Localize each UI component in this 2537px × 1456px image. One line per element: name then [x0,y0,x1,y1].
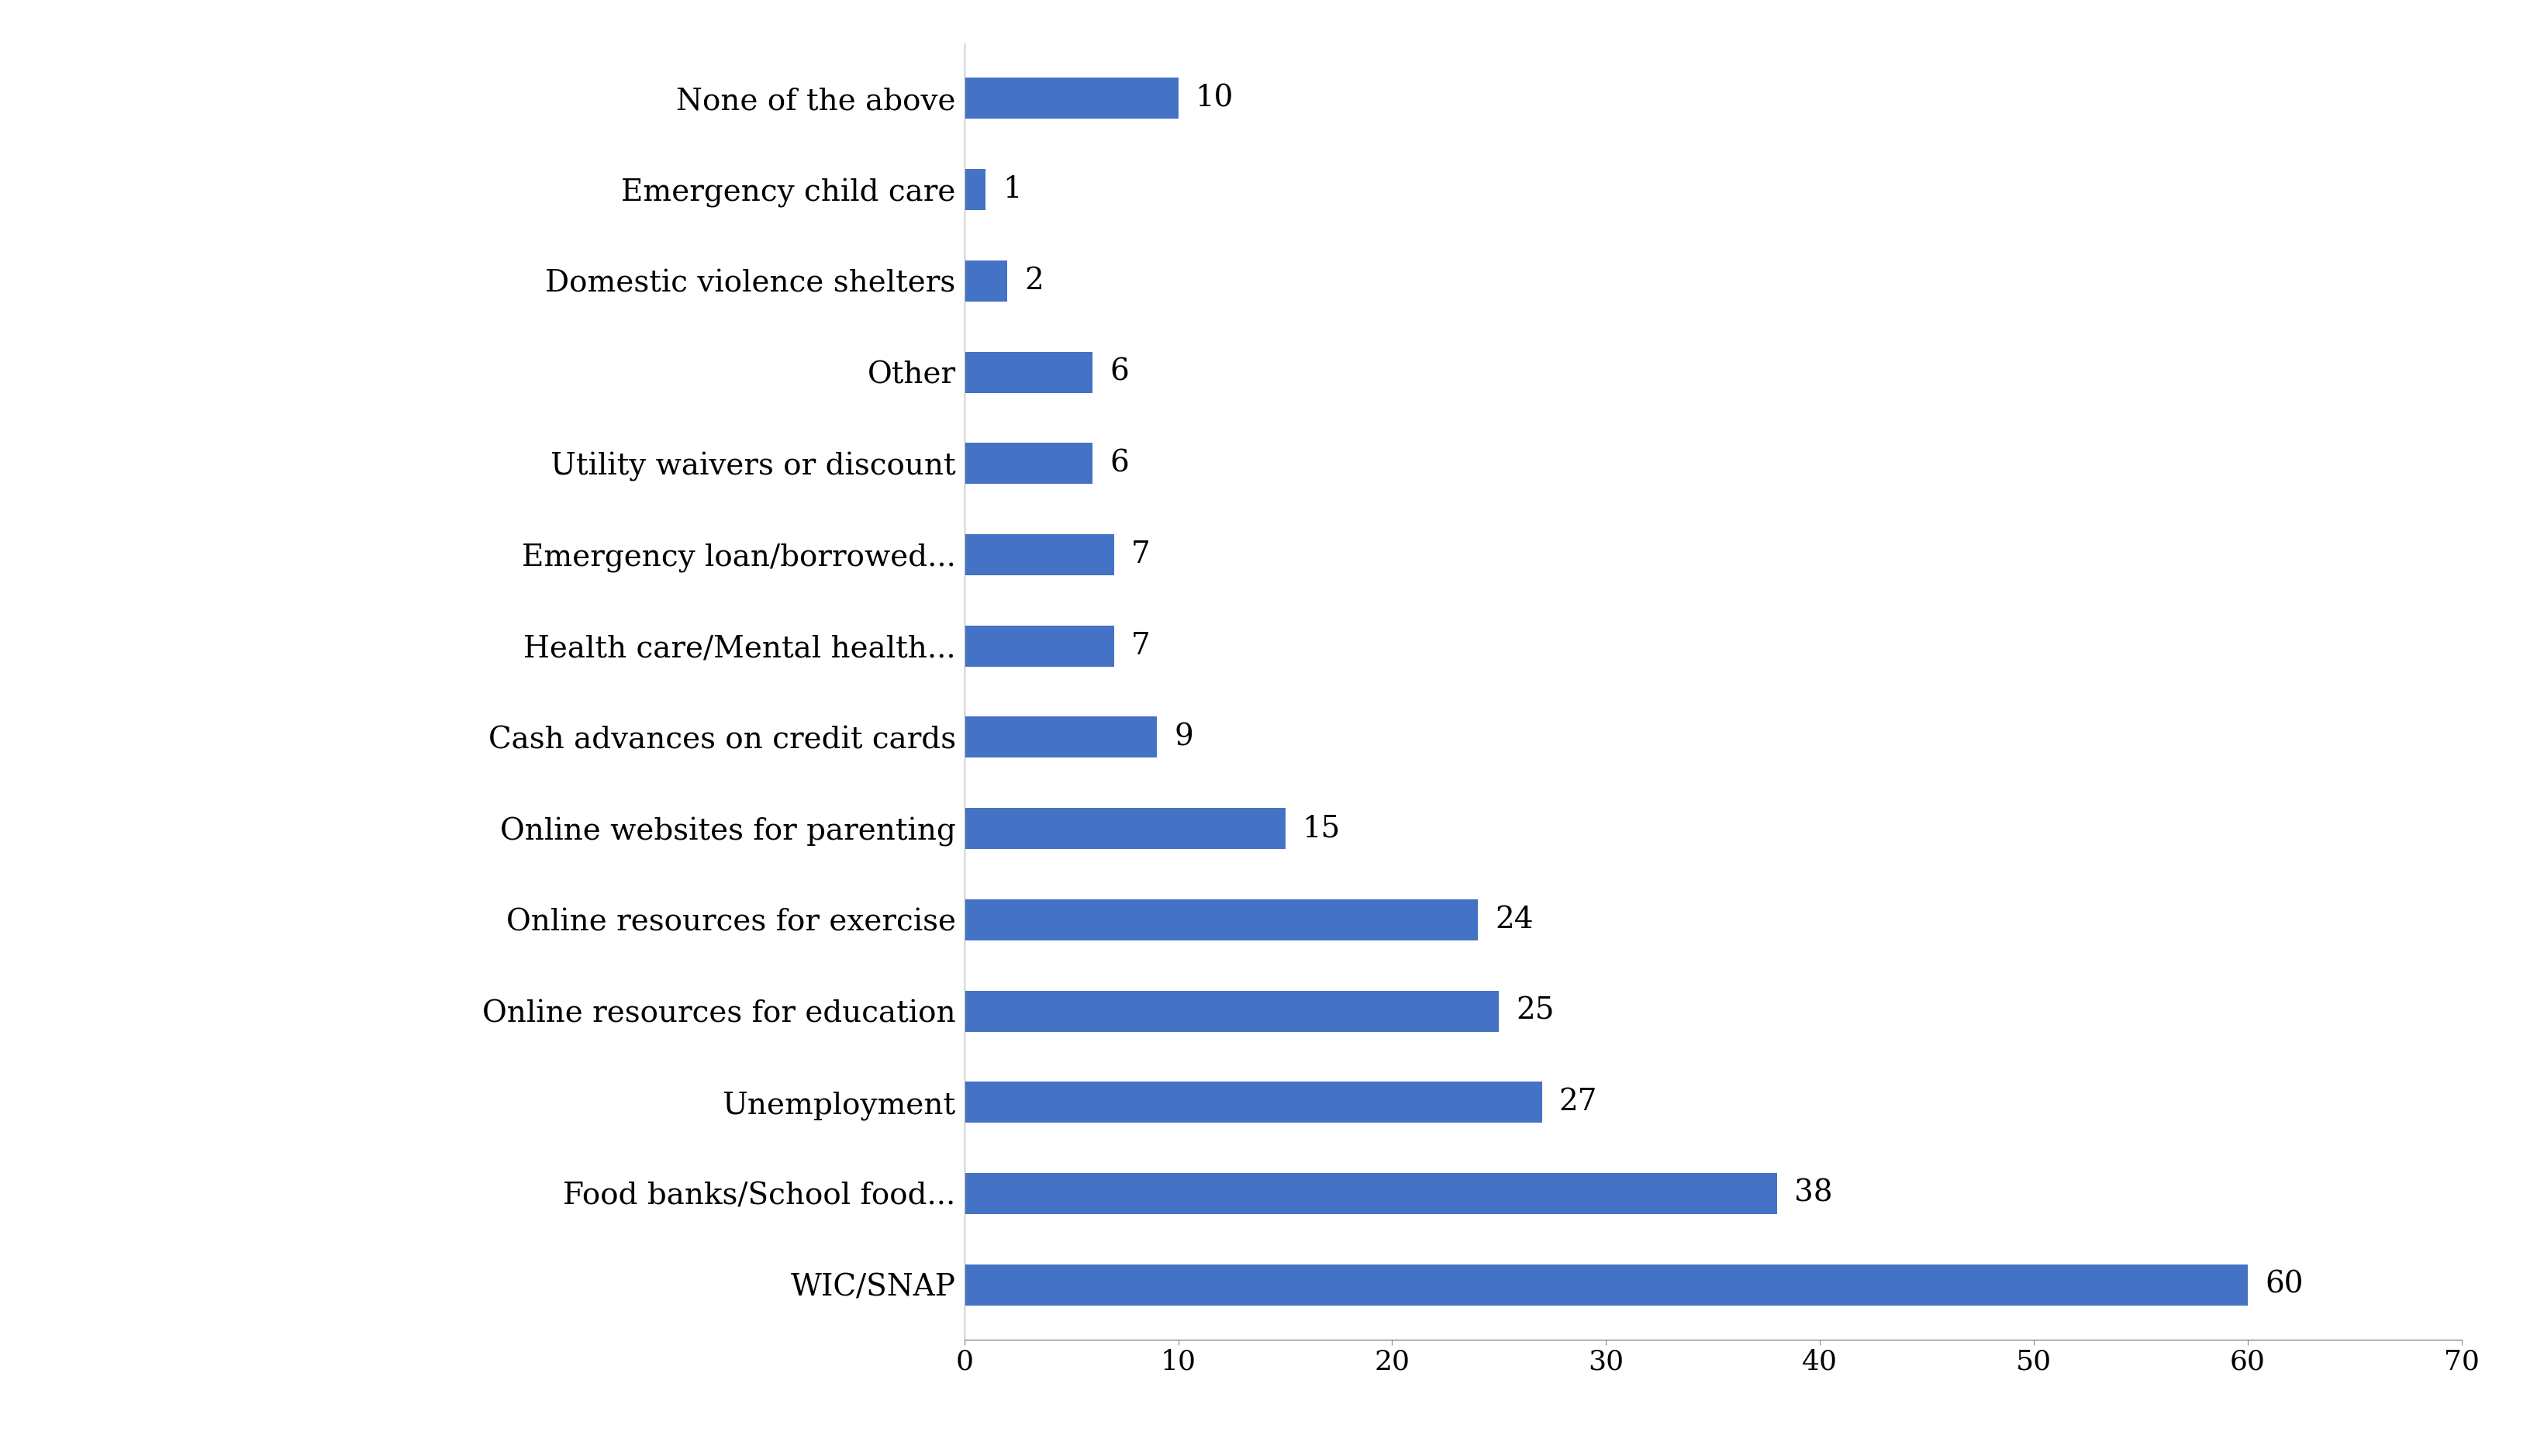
Text: 7: 7 [1132,540,1149,569]
Text: 24: 24 [1494,906,1532,935]
Bar [964,808,1284,849]
Text: 25: 25 [1515,997,1555,1025]
Bar [964,534,1114,575]
Text: 6: 6 [1109,448,1129,478]
Bar [964,169,984,210]
Text: 1: 1 [1002,175,1022,204]
Bar [964,1082,1542,1123]
Text: 27: 27 [1558,1088,1596,1117]
Bar [964,261,1007,301]
Bar [964,716,1157,757]
Text: 6: 6 [1109,358,1129,386]
Bar [964,1174,1776,1214]
Text: 38: 38 [1794,1179,1832,1208]
Bar [964,443,1093,483]
Text: 15: 15 [1301,814,1340,843]
Text: 60: 60 [2263,1271,2304,1299]
Bar [964,990,1499,1031]
Text: 10: 10 [1195,84,1233,112]
Text: 9: 9 [1175,722,1192,751]
Bar [964,352,1093,393]
Bar [964,1264,2248,1305]
Bar [964,626,1114,667]
Text: 2: 2 [1025,266,1043,296]
Bar [964,79,1177,119]
Bar [964,900,1477,941]
Text: 7: 7 [1132,632,1149,661]
